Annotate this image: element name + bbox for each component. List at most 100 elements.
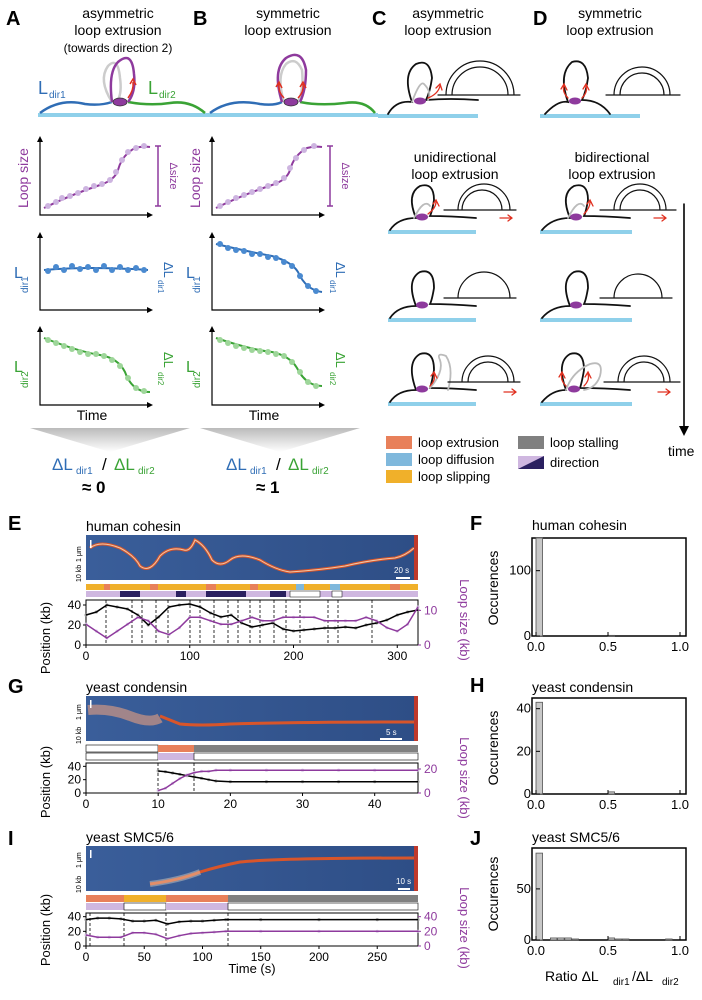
G-trace-xtick-label: 40 [368,797,382,811]
panel-h: H yeast condensin 0 20 40 0.0 0.5 1.0 Occuren… [470,675,689,812]
panel-i: I yeast SMC5/6 1 μm 10 kb 10 s 020400204… [8,828,472,976]
panel-a-title-2: loop extrusion [74,22,161,38]
panel-letter-e: E [8,513,21,535]
panel-i-ylabel2: Loop size (kb) [457,887,472,969]
legend-swatch-direction [518,456,544,469]
panel-j-xlabel-sub2: dir2 [662,977,679,988]
panel-i-scale-um: 1 μm [76,852,83,868]
panel-letter-b: B [193,8,207,30]
panel-letter-c: C [372,8,386,30]
panel-a-y-ldir1: L [14,265,23,282]
panel-a-delta-ldir2: ΔL [161,352,176,368]
G-trace-ytick-label: 20 [68,773,82,787]
panel-b-ratio-num-sub: dir1 [250,466,267,477]
panel-a-ratio-num-sub: dir1 [76,466,93,477]
panel-g-kymo-edge [414,696,418,741]
panel-g-kymo-trace [159,714,415,727]
panel-a-ratio-slash: / [102,455,107,474]
panel-h-bars: 0 20 40 0.0 0.5 1.0 [517,701,690,812]
panel-a-ratio-den: ΔL [114,455,135,474]
panel-b-funnel [200,428,360,452]
panel-g-ylabel: Position (kb) [38,746,53,818]
J-hist-bar [571,938,579,941]
E-trace-xtick-label: 0 [83,649,90,663]
panel-g-scale-um-bar [90,700,92,708]
panel-j-title: yeast SMC5/6 [532,829,620,845]
E-trace-y2tick-label: 0 [424,638,431,652]
panel-letter-g: G [8,676,24,698]
I-trace-xtick-label: 200 [309,950,329,964]
panel-b-delta-ldir2: ΔL [333,352,348,368]
panel-b-ratio: ΔL dir1 / ΔL dir2 ≈ 1 [226,455,329,497]
J-hist-bar [564,937,572,941]
panel-b-y-ldir2-sub: dir2 [192,371,203,388]
G-trace-ytick-label: 0 [74,786,81,800]
F-hist-ytick-label: 100 [509,563,531,578]
panel-f-ylabel: Occurences [485,551,501,626]
E-trace-xtick-label: 300 [387,649,407,663]
panel-i-kymograph [86,846,418,891]
I-trace-ytick-label: 20 [68,924,82,938]
panel-a-y-loop: Loop size [15,148,31,208]
J-hist-bar [622,938,630,941]
panel-i-plot-frame [85,912,419,947]
panel-j-xlabel-mid: /ΔL [632,968,653,984]
legend-swatch-extrusion [386,436,412,449]
panel-i-scale-time-bar [398,888,410,890]
panel-a-delta-ldir1-sub: dir1 [156,280,165,294]
panel-g-title: yeast condensin [86,679,187,695]
legend-swatch-stalling [518,436,544,449]
legend-label-diffusion: loop diffusion [418,452,494,467]
panel-a-ldir2-plot: L dir2 ΔL dir2 Time [14,326,176,423]
F-hist-ytick-label: 0 [524,628,531,643]
panel-b-ldir2-plot: L dir2 ΔL dir2 Time [186,326,348,423]
panel-letter-j: J [470,828,481,850]
panel-g-plot-frame [85,762,419,794]
panel-i-scale-time: 10 s [396,877,411,886]
panel-a-ldir1: L [38,78,48,98]
panel-b-title-2: loop extrusion [244,22,331,38]
I-trace-xtick-label: 150 [251,950,271,964]
H-hist-bar [535,701,543,795]
G-trace-xtick-label: 10 [151,797,165,811]
panel-a-delta-size: Δsize [167,163,179,190]
panel-letter-a: A [6,8,20,30]
I-trace-position-line [85,917,418,925]
panel-b-xlabel: Time [249,407,280,423]
I-trace-loop-size-line [85,930,418,940]
panel-a-ldir1-plot: L dir1 ΔL dir1 [14,232,176,313]
panel-e-scale-um: 1 μm [76,546,83,562]
panel-j-bars: 0 50 0.0 0.5 1.0 [517,852,689,958]
panel-e-scale-time-bar [396,577,410,579]
panel-a-ldir2: L [148,78,158,98]
H-hist-ytick-label: 40 [517,701,531,716]
F-hist-bar [535,537,543,637]
J-hist-xtick-label: 1.0 [671,943,689,958]
panel-d-sub-1: bidirectional [575,149,650,165]
H-hist-xtick-label: 0.5 [599,797,617,812]
panel-a-ratio-den-sub: dir2 [138,466,155,477]
panel-b-ratio-den: ΔL [288,455,309,474]
panel-c-sub-1: unidirectional [414,149,497,165]
J-hist-ytick-label: 50 [517,881,531,896]
J-hist-bar [607,937,615,941]
panel-i-xlabel: Time (s) [228,961,275,976]
panel-b-delta-ldir1-sub: dir1 [328,280,337,294]
legend-swatch-slipping [386,470,412,483]
E-trace-xtick-label: 200 [283,649,303,663]
panel-j: J yeast SMC5/6 0 50 0.0 0.5 1.0 Occurences R… [470,828,689,988]
panel-d-sub-2: loop extrusion [568,166,655,182]
I-trace-ytick-label: 40 [68,910,82,924]
I-trace-xtick-label: 0 [83,950,90,964]
panel-a-xlabel: Time [77,407,108,423]
panel-g-scale-time: 5 s [386,728,397,737]
H-hist-xtick-label: 0.0 [527,797,545,812]
panel-a-ratio-num: ΔL [52,455,73,474]
panel-a-y-ldir1-sub: dir1 [20,276,31,293]
panel-h-title: yeast condensin [532,679,633,695]
panel-b: B symmetric loop extrusion Loop size [186,5,378,497]
panel-b-schematic [208,53,378,117]
panel-i-ylabel: Position (kb) [38,894,53,966]
